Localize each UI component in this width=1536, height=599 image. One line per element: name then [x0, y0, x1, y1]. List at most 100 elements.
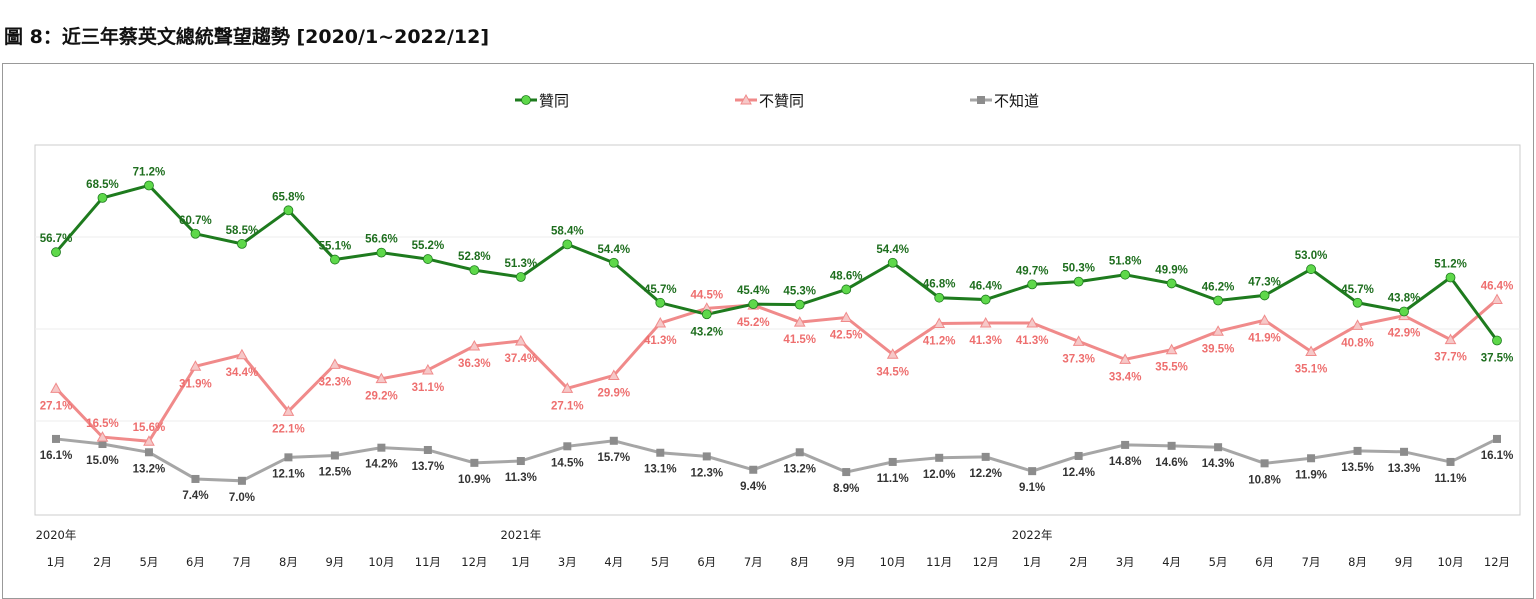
data-label: 39.5% [1202, 343, 1235, 355]
data-label: 13.5% [1341, 462, 1374, 474]
legend-marker [740, 93, 752, 105]
x-tick-label: 9月 [837, 555, 856, 569]
data-point [1073, 276, 1084, 287]
data-label: 55.2% [412, 240, 445, 252]
data-point [1353, 446, 1362, 455]
data-label: 13.1% [644, 464, 677, 476]
data-label: 29.2% [365, 391, 398, 403]
data-point [1119, 353, 1131, 364]
data-label: 27.1% [40, 400, 73, 412]
data-label: 13.2% [133, 463, 166, 475]
x-tick-label: 2月 [1069, 555, 1088, 569]
data-point [886, 348, 899, 359]
data-label: 9.1% [1019, 482, 1045, 494]
data-label: 16.1% [1481, 450, 1514, 462]
data-label: 14.5% [551, 457, 584, 469]
data-point [1259, 290, 1270, 301]
data-label: 46.2% [1202, 281, 1235, 293]
data-point [1074, 451, 1083, 460]
data-point [52, 434, 60, 443]
data-point [933, 317, 946, 328]
data-label: 12.5% [319, 467, 352, 479]
data-point [1260, 459, 1269, 468]
data-point [1445, 272, 1456, 283]
x-tick-label: 11月 [926, 555, 952, 569]
data-label: 31.9% [179, 378, 212, 390]
data-point [655, 297, 666, 308]
data-label: 37.4% [505, 353, 538, 365]
data-point [701, 309, 712, 320]
data-point [888, 457, 897, 466]
data-point [283, 205, 294, 216]
data-point [1493, 434, 1501, 443]
data-label: 71.2% [133, 166, 166, 178]
data-label: 12.0% [923, 469, 956, 481]
data-point [470, 458, 479, 467]
x-tick-label: 10月 [368, 555, 394, 569]
data-point [654, 316, 667, 328]
data-label: 68.5% [86, 179, 119, 191]
x-tick-label: 7月 [744, 555, 763, 569]
data-label: 7.0% [229, 492, 255, 504]
data-point [656, 448, 665, 457]
data-point [1446, 457, 1455, 466]
x-tick-label: 4月 [1162, 555, 1181, 569]
data-point [1305, 345, 1317, 357]
x-tick-label: 7月 [233, 555, 252, 569]
data-point [1120, 269, 1131, 280]
data-point [1400, 447, 1409, 456]
data-label: 14.3% [1202, 458, 1235, 470]
data-label: 13.3% [1388, 463, 1421, 475]
data-point [1492, 335, 1502, 346]
x-tick-label: 4月 [604, 555, 623, 569]
data-label: 41.9% [1248, 332, 1281, 344]
data-point [376, 247, 387, 258]
year-label: 2021年 [500, 528, 541, 542]
data-label: 11.9% [1295, 469, 1327, 481]
data-label: 43.2% [690, 326, 723, 338]
x-tick-label: 1月 [511, 555, 530, 569]
data-point [981, 452, 990, 461]
data-point [1491, 293, 1503, 305]
data-label: 14.2% [365, 459, 398, 471]
x-tick-label: 1月 [1023, 555, 1042, 569]
data-label: 55.1% [319, 241, 352, 253]
x-tick-label: 6月 [697, 555, 716, 569]
data-point [563, 442, 572, 451]
data-label: 37.5% [1481, 353, 1514, 365]
data-point [1306, 264, 1316, 275]
x-tick-label: 5月 [140, 555, 159, 569]
x-tick-label: 11月 [415, 555, 441, 569]
data-point [144, 180, 154, 191]
legend-label: 不贊同 [759, 92, 804, 110]
data-point [1121, 440, 1130, 449]
legend-item-2: 不知道 [970, 92, 1039, 110]
data-point [189, 360, 202, 371]
data-label: 58.4% [551, 225, 584, 237]
data-point [516, 457, 525, 466]
data-label: 12.2% [969, 468, 1002, 480]
data-point [887, 257, 898, 268]
data-point [422, 254, 433, 264]
data-point [1026, 316, 1039, 328]
data-point [1444, 333, 1457, 345]
data-point [190, 228, 201, 239]
data-point [1214, 443, 1223, 452]
plot-area [34, 144, 1521, 516]
data-label: 60.7% [179, 215, 212, 227]
data-point [377, 443, 386, 452]
data-label: 41.3% [644, 335, 677, 347]
data-label: 48.6% [830, 270, 863, 282]
data-label: 51.8% [1109, 256, 1142, 268]
data-point [1166, 278, 1177, 289]
data-point [423, 445, 432, 454]
data-label: 42.9% [1388, 328, 1421, 340]
data-point [608, 257, 619, 268]
data-point [607, 369, 620, 380]
year-label: 2022年 [1012, 528, 1053, 542]
data-label: 51.3% [505, 258, 538, 270]
data-label: 12.3% [690, 467, 723, 479]
data-label: 58.5% [226, 225, 259, 237]
data-point [329, 358, 341, 369]
data-label: 49.7% [1016, 265, 1049, 277]
